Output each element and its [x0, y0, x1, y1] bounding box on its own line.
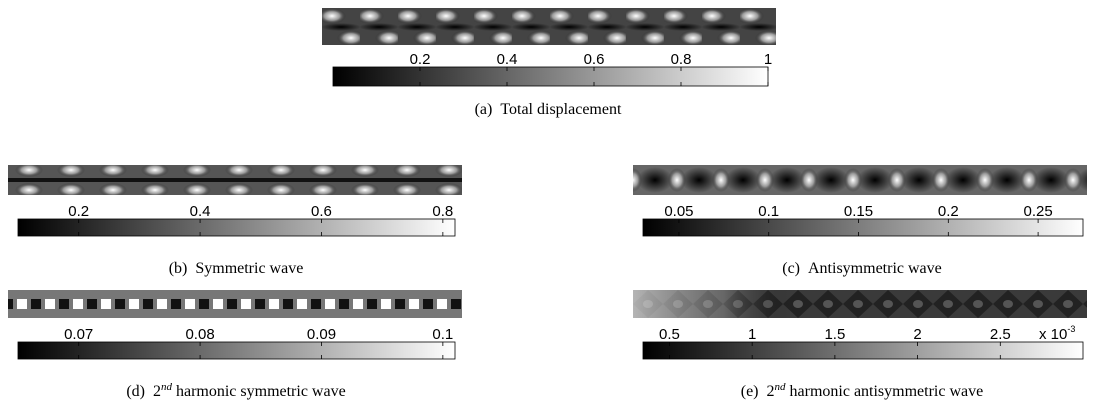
panel: 0.2 0.4 0.6 0.8 1 (a) Total displacement: [322, 8, 776, 118]
caption-text: harmonic antisymmetric wave: [790, 383, 984, 400]
colorbar-tick-label: 0.6: [311, 203, 332, 220]
field-shade: [633, 290, 1087, 318]
colorbar-tick-label: 0.25: [1024, 203, 1053, 220]
caption-text: Symmetric wave: [195, 260, 303, 277]
colorbar-tick-label: 0.2: [410, 51, 431, 68]
caption-text: Antisymmetric wave: [808, 260, 942, 277]
caption-label: (a): [475, 101, 493, 118]
colorbar: [17, 341, 456, 360]
colorbar-tick-label: 0.4: [190, 203, 211, 220]
colorbar-tick-label: 0.05: [664, 203, 693, 220]
caption-text: 2: [153, 383, 161, 400]
multiplier-base: x 10: [1039, 326, 1067, 343]
colorbar-multiplier: x 10-3: [1039, 324, 1075, 343]
colorbar-tick-label: 0.4: [497, 51, 518, 68]
caption: (c) Antisymmetric wave: [782, 260, 942, 277]
caption: (a) Total displacement: [475, 101, 622, 118]
colorbar: [642, 218, 1084, 237]
caption-text: 2: [767, 383, 775, 400]
caption: (b) Symmetric wave: [169, 260, 304, 277]
colorbar-tick-label: 1: [748, 326, 756, 343]
caption-text: nd: [161, 381, 173, 393]
colorbar-tick-label: 0.2: [938, 203, 959, 220]
panel: 0.05 0.1 0.15 0.2 0.25 (c) Antisymmetric wave: [633, 165, 1087, 277]
colorbar-tick-label: 0.6: [584, 51, 605, 68]
colorbar-tick-label: 0.8: [432, 203, 453, 220]
panel: 0.2 0.4 0.6 0.8 (b) Symmetric wave: [8, 165, 462, 277]
caption-text: Total displacement: [500, 101, 622, 118]
colorbar: [332, 66, 769, 87]
colorbar-tick-label: 1: [764, 51, 772, 68]
field-image: [8, 165, 462, 195]
caption-label: (d): [126, 383, 145, 400]
caption-label: (b): [169, 260, 188, 277]
colorbar-tick-label: 2.5: [990, 326, 1011, 343]
caption-text: nd: [775, 381, 787, 393]
colorbar: [17, 218, 456, 237]
field-image: [633, 165, 1087, 195]
caption-text: harmonic symmetric wave: [176, 383, 346, 400]
colorbar-tick-label: 0.07: [64, 326, 93, 343]
caption: (e) 2nd harmonic antisymmetric wave: [741, 381, 983, 400]
panel: 0.07 0.08 0.09 0.1 (d) 2nd harmonic symmetric …: [8, 290, 462, 400]
colorbar-tick-label: 0.1: [758, 203, 779, 220]
caption: (d) 2nd harmonic symmetric wave: [126, 381, 345, 400]
colorbar-tick-label: 0.2: [68, 203, 89, 220]
panel: 0.5 1 1.5 2 2.5 x 10-3(e) 2nd harmonic antisymm…: [633, 290, 1087, 400]
multiplier-exponent: -3: [1067, 324, 1075, 334]
field-image: [8, 290, 462, 318]
colorbar: [642, 341, 1084, 360]
caption-label: (c): [782, 260, 800, 277]
colorbar-tick-label: 0.09: [307, 326, 336, 343]
colorbar-tick-label: 2: [913, 326, 921, 343]
colorbar-tick-label: 0.08: [185, 326, 214, 343]
field-image: [322, 8, 776, 45]
colorbar-tick-label: 0.8: [671, 51, 692, 68]
colorbar-tick-label: 0.1: [432, 326, 453, 343]
caption-label: (e): [741, 383, 759, 400]
colorbar-tick-label: 0.15: [844, 203, 873, 220]
colorbar-tick-label: 0.5: [659, 326, 680, 343]
colorbar-tick-label: 1.5: [824, 326, 845, 343]
